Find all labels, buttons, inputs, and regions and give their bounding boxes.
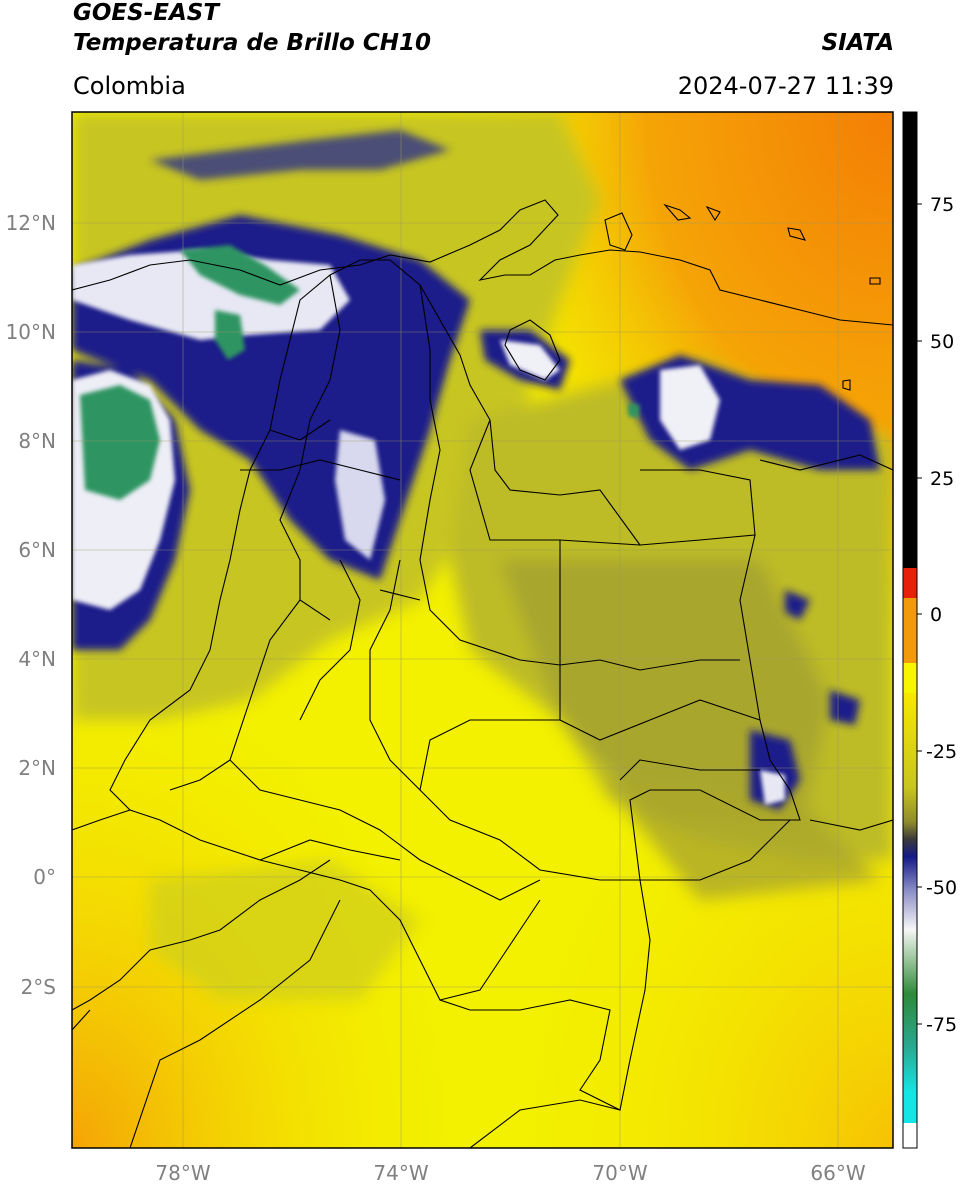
colorbar-tick-50: 50 — [930, 331, 954, 353]
lat-label-6n: 6°N — [18, 538, 56, 562]
lat-label-2s: 2°S — [21, 975, 56, 999]
lon-label-70w: 70°W — [592, 1161, 647, 1185]
map-panel — [72, 112, 893, 1148]
lon-label-66w: 66°W — [810, 1161, 865, 1185]
colorbar: 75 50 25 0 -25 -50 -75 — [902, 111, 957, 1149]
lat-label-4n: 4°N — [18, 647, 56, 671]
lat-label-8n: 8°N — [18, 429, 56, 453]
colorbar-tick-0: 0 — [930, 604, 942, 626]
lat-label-12n: 12°N — [6, 211, 56, 235]
graticule — [72, 112, 893, 1148]
borders — [72, 199, 893, 1148]
lat-label-0: 0° — [33, 865, 56, 889]
colorbar-tick-minus50: -50 — [926, 877, 957, 899]
colorbar-tick-25: 25 — [930, 468, 954, 490]
lat-label-10n: 10°N — [6, 320, 56, 344]
colorbar-tick-minus25: -25 — [926, 741, 957, 763]
lon-label-78w: 78°W — [155, 1161, 210, 1185]
latitude-labels: 12°N 10°N 8°N 6°N 4°N 2°N 0° 2°S — [6, 211, 56, 999]
colorbar-frame — [902, 111, 918, 1149]
agency-label: SIATA — [821, 30, 894, 56]
longitude-labels: 78°W 74°W 70°W 66°W — [155, 1161, 865, 1185]
colorbar-tick-75: 75 — [930, 194, 954, 216]
lat-label-2n: 2°N — [18, 756, 56, 780]
colorbar-gradient-segment — [903, 693, 917, 1123]
satellite-title: GOES-EAST — [73, 0, 220, 26]
coldest-cloud-green — [80, 245, 640, 500]
region-label: Colombia — [73, 72, 186, 100]
colorbar-red-segment — [903, 568, 917, 598]
colorbar-orange-segment — [903, 598, 917, 663]
lon-label-74w: 74°W — [373, 1161, 428, 1185]
colorbar-white-segment — [903, 1123, 917, 1148]
colorbar-black-segment — [903, 112, 917, 570]
colorbar-tick-minus75: -75 — [926, 1014, 957, 1036]
colorbar-yellow-segment — [903, 663, 917, 693]
datetime-label: 2024-07-27 11:39 — [677, 72, 894, 100]
map-frame — [71, 111, 894, 1149]
product-title: Temperatura de Brillo CH10 — [73, 30, 431, 56]
